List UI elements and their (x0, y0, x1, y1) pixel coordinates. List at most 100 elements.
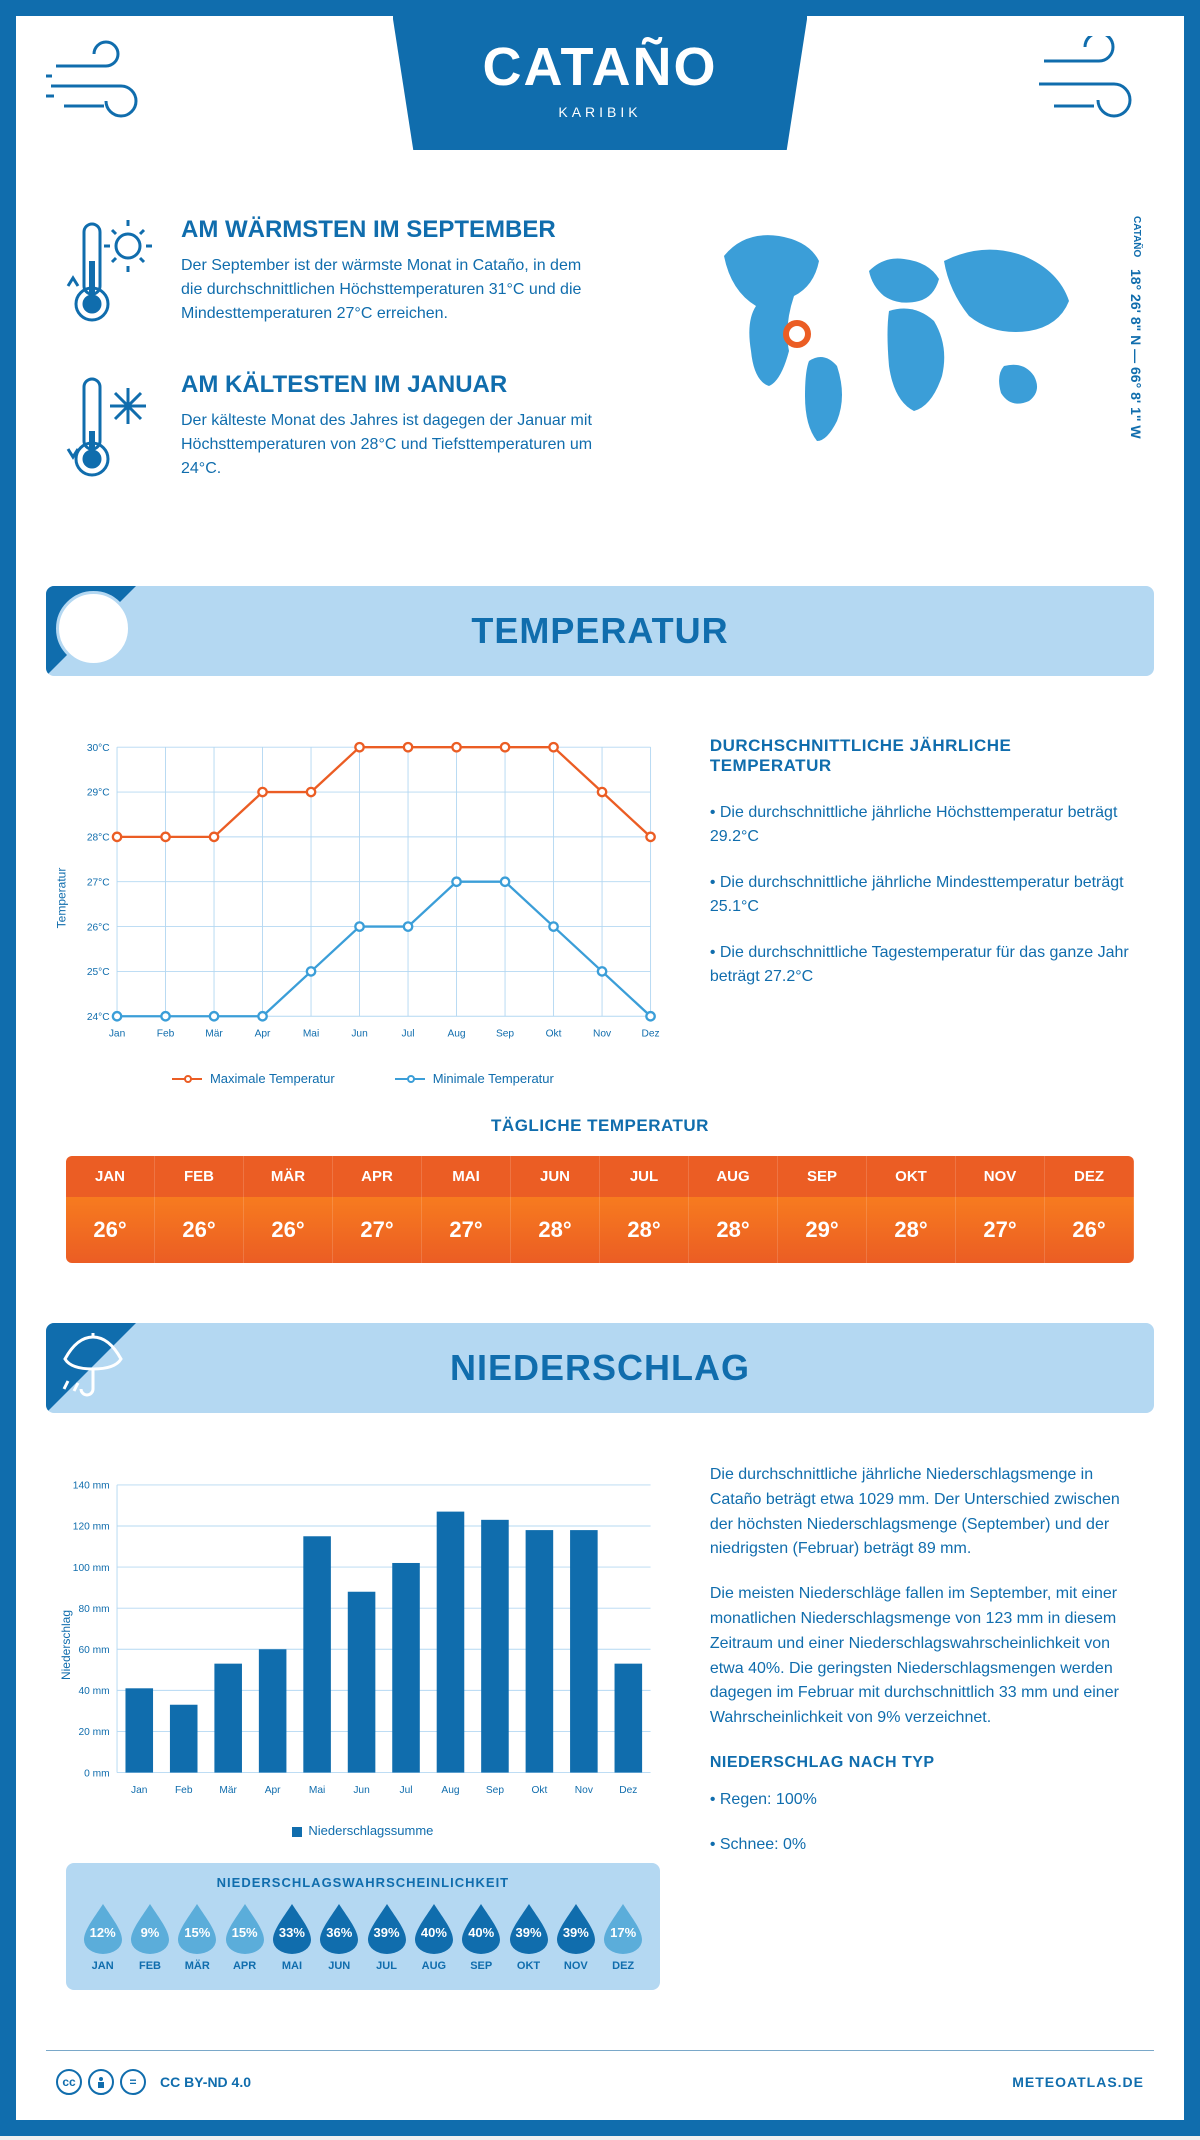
svg-text:80 mm: 80 mm (78, 1604, 109, 1615)
svg-text:Dez: Dez (619, 1785, 637, 1796)
warmest-title: AM WÄRMSTEN IM SEPTEMBER (181, 216, 601, 244)
table-header: JUL (600, 1156, 689, 1197)
world-map-icon (694, 216, 1094, 456)
svg-text:Jul: Jul (402, 1029, 415, 1040)
license-text: CC BY-ND 4.0 (160, 2074, 251, 2090)
svg-text:Feb: Feb (157, 1029, 175, 1040)
precip-y-axis-label: Niederschlag (59, 1610, 73, 1680)
temperature-section-header: TEMPERATUR (46, 586, 1154, 676)
precip-rain: • Regen: 100% (710, 1788, 1134, 1813)
warmest-text: Der September ist der wärmste Monat in C… (181, 254, 601, 326)
table-cell: 27° (333, 1197, 422, 1263)
svg-text:Mai: Mai (303, 1029, 319, 1040)
svg-text:40 mm: 40 mm (78, 1686, 109, 1697)
intro-section: AM WÄRMSTEN IM SEPTEMBER Der September i… (16, 186, 1184, 566)
table-header: MAI (422, 1156, 511, 1197)
svg-text:Sep: Sep (486, 1785, 504, 1796)
title-banner: CATAÑO KARIBIK (393, 16, 808, 150)
prob-drop: 39% NOV (554, 1902, 597, 1972)
table-cell: 28° (689, 1197, 778, 1263)
table-cell: 26° (155, 1197, 244, 1263)
svg-text:60 mm: 60 mm (78, 1645, 109, 1656)
precip-legend: Niederschlagssumme (66, 1823, 660, 1838)
svg-text:Mär: Mär (205, 1029, 223, 1040)
svg-text:Jul: Jul (400, 1785, 413, 1796)
precip-para-2: Die meisten Niederschläge fallen im Sept… (710, 1582, 1134, 1731)
precip-title: NIEDERSCHLAG (450, 1347, 750, 1389)
temp-info-title: DURCHSCHNITTLICHE JÄHRLICHE TEMPERATUR (710, 736, 1134, 776)
precip-type-title: NIEDERSCHLAG NACH TYP (710, 1751, 1134, 1776)
precip-section-header: NIEDERSCHLAG (46, 1323, 1154, 1413)
header: CATAÑO KARIBIK (16, 16, 1184, 186)
svg-text:Jun: Jun (353, 1785, 369, 1796)
daily-temp-title: TÄGLICHE TEMPERATUR (66, 1116, 1134, 1136)
prob-drop: 39% JUL (365, 1902, 408, 1972)
precip-text: Die durchschnittliche jährliche Niedersc… (710, 1463, 1134, 1990)
coldest-title: AM KÄLTESTEN IM JANUAR (181, 371, 601, 399)
svg-text:Sep: Sep (496, 1029, 514, 1040)
coldest-fact: AM KÄLTESTEN IM JANUAR Der kälteste Mona… (66, 371, 654, 486)
table-header: NOV (956, 1156, 1045, 1197)
precip-snow: • Schnee: 0% (710, 1833, 1134, 1858)
svg-text:Apr: Apr (255, 1029, 271, 1040)
table-cell: 26° (244, 1197, 333, 1263)
svg-text:20 mm: 20 mm (78, 1727, 109, 1738)
prob-drop: 12% JAN (81, 1902, 124, 1972)
table-header: JAN (66, 1156, 155, 1197)
umbrella-icon (58, 1331, 128, 1401)
coldest-text: Der kälteste Monat des Jahres ist dagege… (181, 409, 601, 481)
prob-drop: 40% AUG (412, 1902, 455, 1972)
temperature-line-chart: Temperatur 24°C25°C26°C27°C28°C29°C30°CJ… (66, 726, 660, 1056)
table-cell: 28° (867, 1197, 956, 1263)
daily-temp-table: JANFEBMÄRAPRMAIJUNJULAUGSEPOKTNOVDEZ26°2… (66, 1156, 1134, 1263)
table-header: OKT (867, 1156, 956, 1197)
brand-label: METEOATLAS.DE (1012, 2074, 1144, 2090)
svg-text:26°C: 26°C (87, 922, 110, 933)
prob-title: NIEDERSCHLAGSWAHRSCHEINLICHKEIT (81, 1875, 645, 1890)
svg-text:Feb: Feb (175, 1785, 193, 1796)
table-header: SEP (778, 1156, 867, 1197)
region-subtitle: KARIBIK (483, 104, 718, 120)
table-cell: 28° (600, 1197, 689, 1263)
table-cell: 27° (422, 1197, 511, 1263)
legend-max-label: Maximale Temperatur (210, 1071, 335, 1086)
prob-drop: 15% MÄR (176, 1902, 219, 1972)
prob-drop: 9% FEB (128, 1902, 171, 1972)
temperature-legend: Maximale Temperatur Minimale Temperatur (66, 1071, 660, 1086)
temp-bullet-3: • Die durchschnittliche Tagestemperatur … (710, 941, 1134, 989)
temperature-title: TEMPERATUR (471, 610, 728, 652)
svg-text:Apr: Apr (265, 1785, 281, 1796)
probability-drops: 12% JAN 9% FEB 15% MÄR 15% APR 3 (81, 1902, 645, 1972)
svg-text:Nov: Nov (575, 1785, 594, 1796)
svg-text:30°C: 30°C (87, 743, 110, 754)
temperature-content: Temperatur 24°C25°C26°C27°C28°C29°C30°CJ… (16, 696, 1184, 1106)
svg-text:Dez: Dez (641, 1029, 659, 1040)
cc-icon: cc (56, 2069, 82, 2095)
table-header: AUG (689, 1156, 778, 1197)
temp-y-axis-label: Temperatur (54, 868, 68, 929)
nd-icon: = (120, 2069, 146, 2095)
by-icon (88, 2069, 114, 2095)
precip-probability-box: NIEDERSCHLAGSWAHRSCHEINLICHKEIT 12% JAN … (66, 1863, 660, 1990)
svg-text:27°C: 27°C (87, 877, 110, 888)
license-badge: cc = CC BY-ND 4.0 (56, 2069, 251, 2095)
svg-text:Jun: Jun (351, 1029, 367, 1040)
coordinates-label: CATAÑO 18° 26' 8" N — 66° 8' 1" W (1128, 216, 1144, 439)
temp-bullet-1: • Die durchschnittliche jährliche Höchst… (710, 801, 1134, 849)
table-header: APR (333, 1156, 422, 1197)
legend-min-label: Minimale Temperatur (433, 1071, 554, 1086)
table-header: JUN (511, 1156, 600, 1197)
climate-facts: AM WÄRMSTEN IM SEPTEMBER Der September i… (66, 216, 654, 526)
prob-drop: 17% DEZ (602, 1902, 645, 1972)
precip-bar-chart: Niederschlag 0 mm20 mm40 mm60 mm80 mm100… (66, 1463, 660, 1813)
svg-text:Okt: Okt (531, 1785, 547, 1796)
svg-text:Jan: Jan (109, 1029, 125, 1040)
location-title: CATAÑO (483, 36, 718, 98)
svg-text:100 mm: 100 mm (73, 1563, 110, 1574)
precip-para-1: Die durchschnittliche jährliche Niedersc… (710, 1463, 1134, 1562)
svg-text:140 mm: 140 mm (73, 1481, 110, 1492)
wind-icon (46, 36, 166, 126)
world-map-panel: CATAÑO 18° 26' 8" N — 66° 8' 1" W (694, 216, 1134, 526)
footer: cc = CC BY-ND 4.0 METEOATLAS.DE (46, 2050, 1154, 2100)
prob-drop: 40% SEP (460, 1902, 503, 1972)
